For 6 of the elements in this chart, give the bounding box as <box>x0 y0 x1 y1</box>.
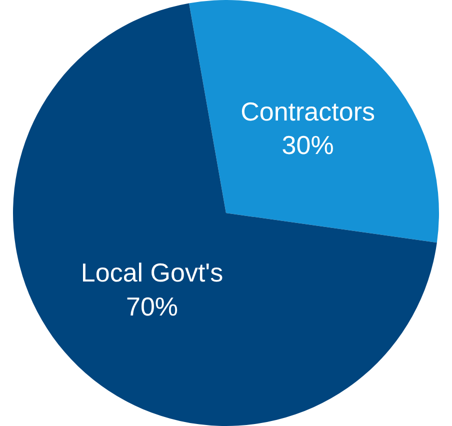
data-label: 70% <box>126 292 178 322</box>
pie-slice <box>189 0 439 243</box>
pie-slice <box>13 3 437 426</box>
slice-label: Local Govt's <box>80 258 224 288</box>
slice-label: Contractors <box>240 96 375 126</box>
data-label: 30% <box>282 130 334 160</box>
